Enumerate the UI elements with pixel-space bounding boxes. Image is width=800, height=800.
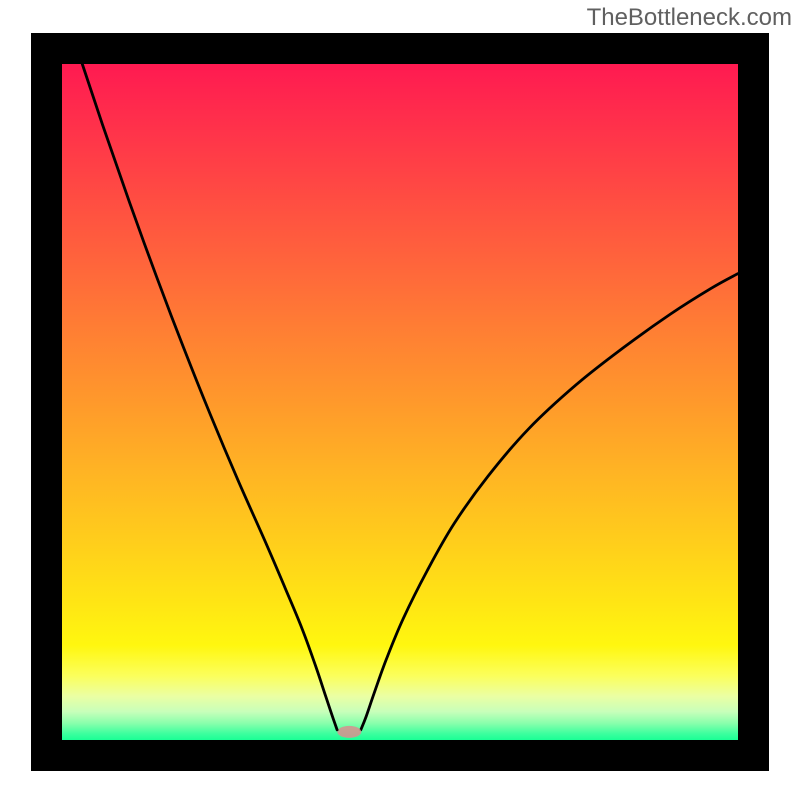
- trough-marker: [337, 726, 361, 738]
- plot-background: [62, 64, 738, 740]
- plot-area: [31, 33, 769, 771]
- watermark-text: TheBottleneck.com: [587, 4, 792, 32]
- plot-svg: [31, 33, 769, 771]
- chart-frame: TheBottleneck.com: [0, 0, 800, 800]
